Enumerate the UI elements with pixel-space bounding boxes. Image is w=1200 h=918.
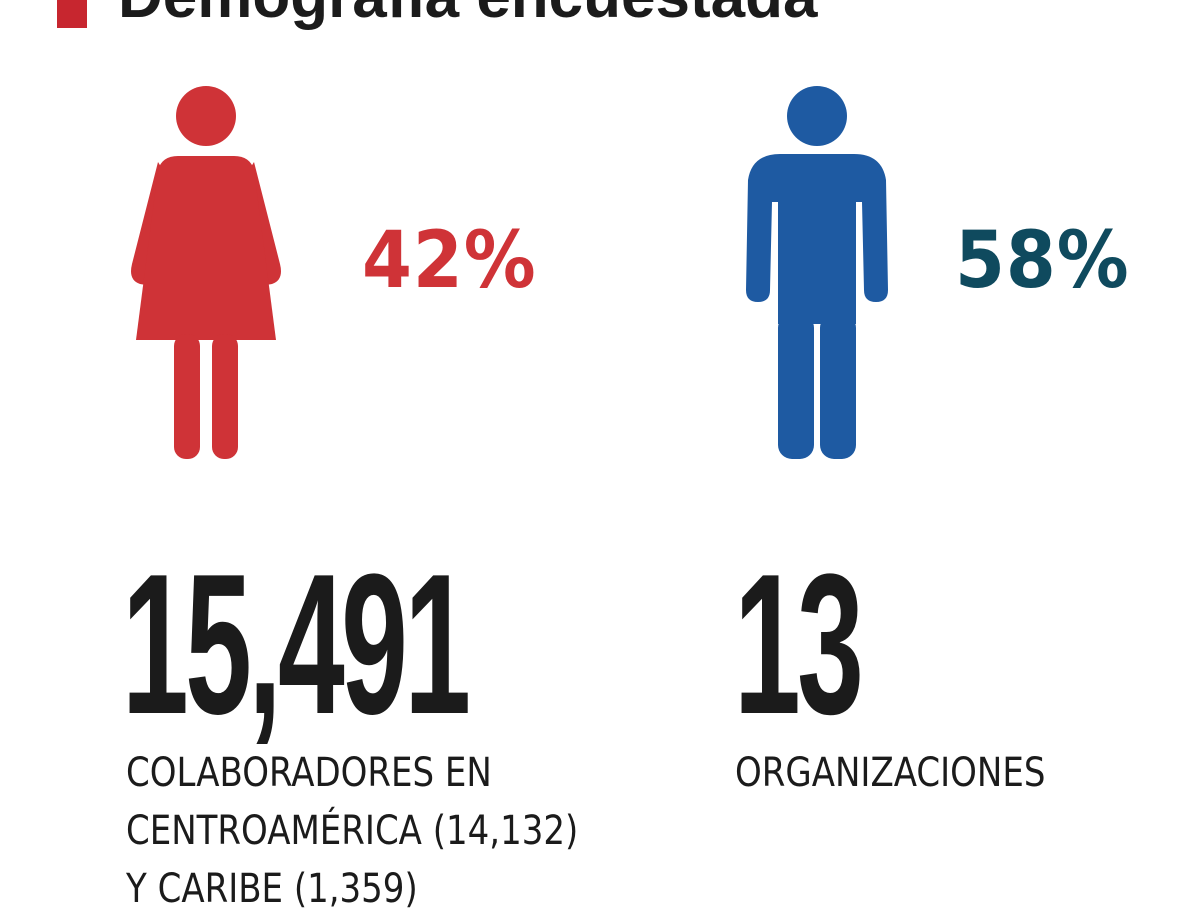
woman-dress	[136, 156, 276, 340]
woman-left-leg	[174, 334, 200, 459]
collaborators-caption-line: CENTROAMÉRICA (14,132)	[126, 808, 579, 854]
man-right-leg	[820, 314, 856, 459]
man-head	[787, 86, 847, 146]
organizations-count: 13	[734, 533, 864, 756]
man-torso	[746, 154, 888, 324]
collaborators-caption: COLABORADORES EN CENTROAMÉRICA (14,132) …	[126, 744, 578, 918]
title-accent-bar	[57, 0, 87, 28]
organizations-caption: ORGANIZACIONES	[735, 750, 1046, 796]
man-icon	[746, 86, 888, 459]
man-left-leg	[778, 314, 814, 459]
woman-icon	[131, 86, 281, 459]
collaborators-caption-line: COLABORADORES EN	[126, 750, 492, 796]
page-title: Demografía encuestada	[118, 0, 817, 32]
collaborators-count: 15,491	[122, 533, 471, 756]
male-percentage: 58%	[955, 216, 1130, 306]
woman-head	[176, 86, 236, 146]
collaborators-caption-line: Y CARIBE (1,359)	[126, 866, 418, 912]
woman-right-leg	[212, 334, 238, 459]
female-percentage: 42%	[362, 216, 537, 306]
